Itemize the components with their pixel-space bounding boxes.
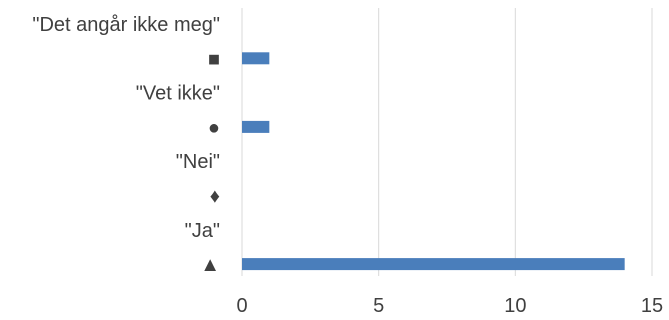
gridlines [241, 8, 653, 276]
category-label-1: ■ [208, 48, 220, 70]
category-label-7: ▲ [200, 254, 220, 276]
x-tick-labels: 0 5 10 15 [236, 295, 663, 317]
bar-1 [242, 52, 270, 65]
bars [242, 52, 625, 271]
category-label-3: ● [208, 117, 220, 139]
bar-3 [242, 120, 270, 133]
x-tick-label-0: 0 [236, 295, 247, 317]
category-labels: "Det angår ikke meg" ■ "Vet ikke" ● "Nei" ♦ "J… [32, 14, 220, 276]
category-label-2: "Vet ikke" [136, 83, 220, 105]
bar-7 [242, 258, 625, 271]
x-tick-label-15: 15 [641, 295, 663, 317]
x-tick-label-10: 10 [504, 295, 526, 317]
x-tick-label-5: 5 [373, 295, 384, 317]
category-label-0: "Det angår ikke meg" [32, 14, 220, 36]
category-label-5: ♦ [210, 186, 220, 208]
category-label-6: "Ja" [185, 220, 220, 242]
category-label-4: "Nei" [176, 151, 220, 173]
